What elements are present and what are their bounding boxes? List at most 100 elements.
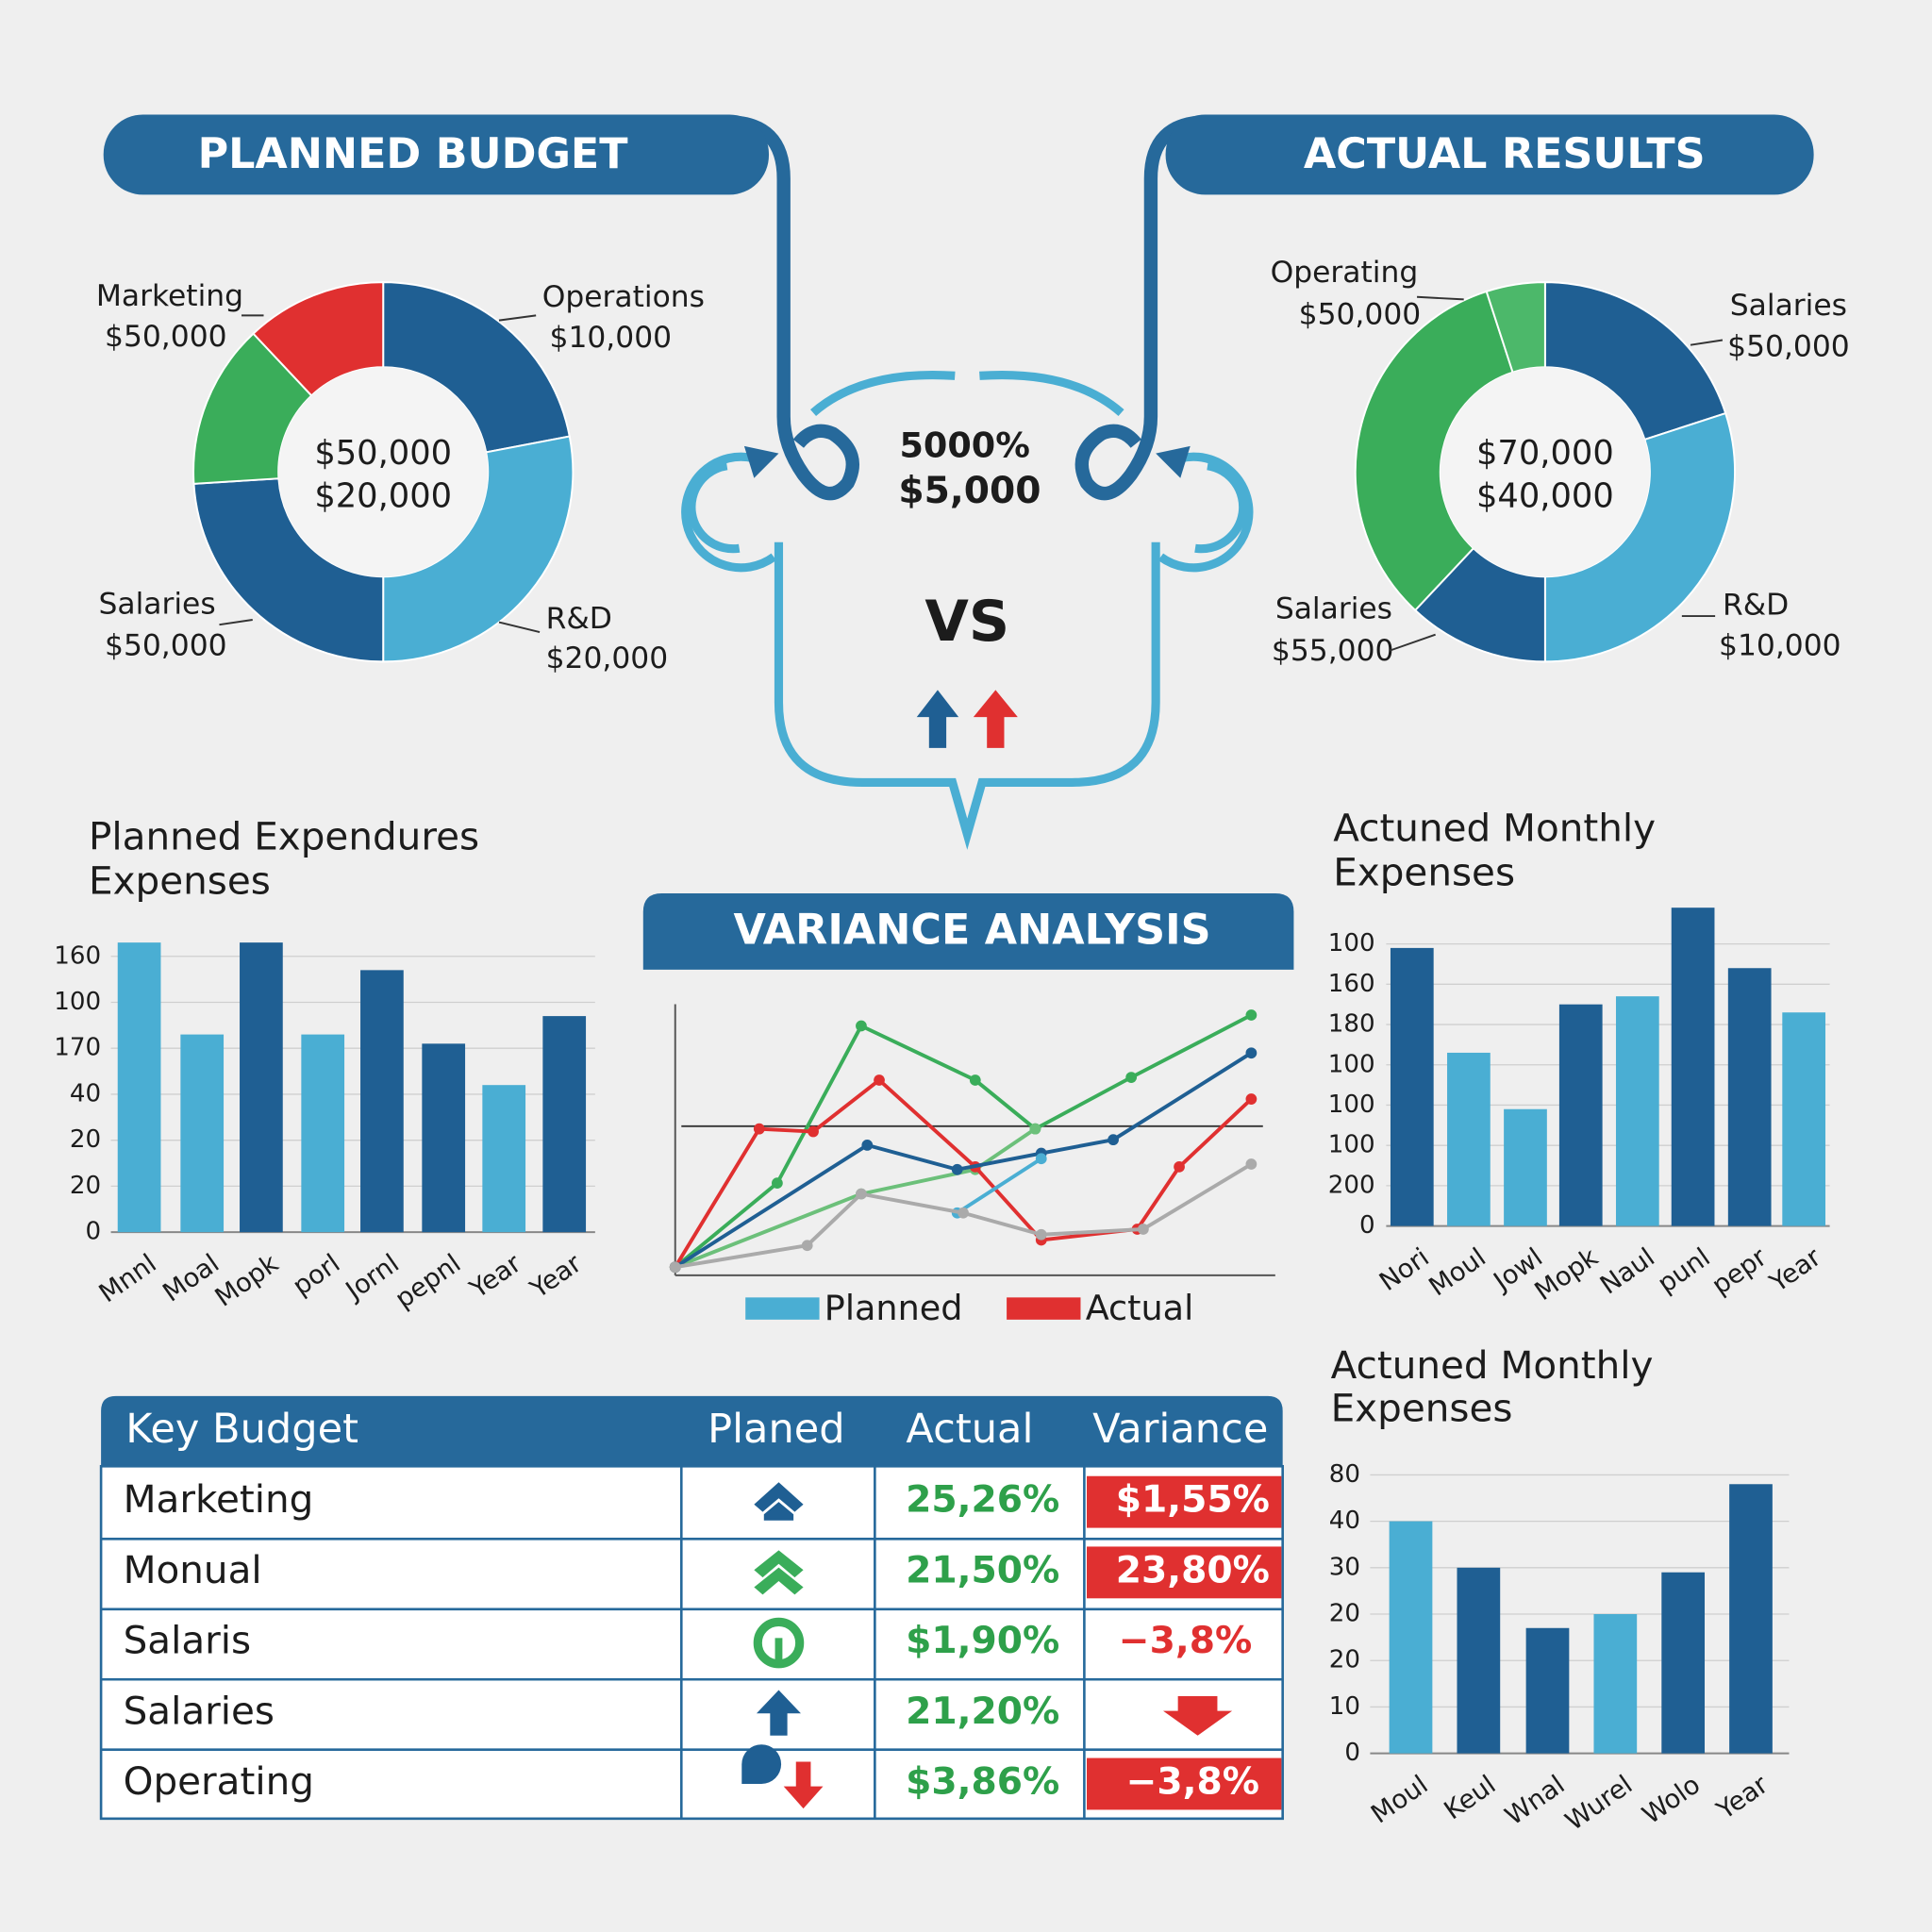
row-name: Monual (124, 1547, 262, 1592)
series-line (675, 1127, 1037, 1270)
leader-line (1690, 339, 1724, 346)
bar (1661, 1572, 1706, 1754)
arrow-icon (756, 1690, 801, 1736)
variance-highlight (1087, 1757, 1282, 1810)
series-marker (1245, 1093, 1257, 1105)
up-arrow (916, 690, 959, 748)
center-label: $50,000 (314, 434, 452, 473)
callout-label: Marketing (96, 279, 243, 313)
bar (1782, 1012, 1826, 1226)
chart-title: Planned Expendures (89, 813, 479, 858)
bar (1729, 1484, 1773, 1754)
y-tick-label: 20 (70, 1125, 101, 1154)
series-marker (1174, 1161, 1185, 1173)
variance-highlight (1087, 1475, 1282, 1528)
legend-swatch (1007, 1297, 1081, 1320)
variance-highlight (1087, 1546, 1282, 1599)
center-label: $70,000 (1476, 434, 1614, 473)
series-marker (808, 1125, 819, 1138)
bar (422, 1043, 466, 1233)
legend-label: Planned (824, 1288, 963, 1328)
leader-line (498, 621, 541, 633)
series-marker (772, 1177, 783, 1190)
callout-amount: $20,000 (546, 641, 669, 675)
y-tick-label: 160 (54, 941, 101, 970)
donut-hole (1440, 367, 1650, 577)
center-label: $20,000 (314, 477, 452, 516)
legend-label: Actual (1086, 1288, 1194, 1328)
series-marker (1108, 1134, 1119, 1146)
variance-arrow (1162, 1696, 1233, 1736)
callout-amount: $50,000 (1727, 329, 1850, 363)
series-marker (1125, 1072, 1138, 1083)
callout-label: Salaries (1275, 592, 1392, 626)
chart-title: Expenses (1331, 1386, 1513, 1431)
bar (1727, 968, 1772, 1226)
table-header (101, 1395, 1283, 1467)
row-name: Salaries (124, 1688, 275, 1733)
callout-label: R&D (546, 602, 612, 636)
bar (1558, 1004, 1603, 1226)
series-marker (1029, 1123, 1041, 1135)
bar (542, 1016, 587, 1233)
actual-title: ACTUAL RESULTS (1304, 130, 1706, 178)
y-tick-label: 20 (1329, 1600, 1360, 1628)
planned-connector (726, 115, 859, 501)
series-marker (1035, 1153, 1047, 1165)
series-marker (1245, 1009, 1257, 1021)
variance-value: $1,55% (1116, 1479, 1270, 1522)
y-tick-label: 180 (1328, 1010, 1375, 1039)
bar (1447, 1052, 1491, 1226)
table-body (99, 1464, 1284, 1821)
planned-icon (753, 1617, 805, 1669)
donut-hole (278, 367, 489, 577)
y-tick-label: 20 (1329, 1646, 1360, 1674)
y-tick-label: 100 (1328, 929, 1375, 958)
bar (1615, 996, 1659, 1226)
bar (482, 1085, 526, 1233)
comparison-amount: $5,000 (898, 470, 1041, 512)
comparison-percent: 5000% (899, 425, 1029, 466)
series-marker (1245, 1047, 1257, 1059)
table-lines (101, 1466, 1283, 1819)
y-tick-label: 10 (1329, 1692, 1360, 1721)
bar (301, 1034, 345, 1233)
comparison-frame (681, 371, 1254, 850)
variance-title: VARIANCE ANALYSIS (733, 907, 1210, 955)
callout-amount: $50,000 (105, 320, 227, 354)
bar (1525, 1627, 1570, 1754)
series-marker (753, 1123, 765, 1135)
series-marker (1138, 1224, 1149, 1235)
y-tick-label: 170 (54, 1034, 101, 1062)
y-tick-label: 100 (1328, 1050, 1375, 1078)
series-marker (856, 1020, 867, 1032)
series-marker (1035, 1228, 1047, 1241)
series-marker (951, 1163, 963, 1175)
actual-value: $1,90% (906, 1620, 1059, 1662)
callout-amount: $50,000 (1299, 297, 1422, 331)
y-tick-label: 0 (85, 1218, 101, 1246)
bar (1389, 1521, 1433, 1754)
vs-label: VS (924, 589, 1009, 655)
planned-title: PLANNED BUDGET (198, 130, 629, 178)
bar (1390, 947, 1434, 1226)
chart-title: Actuned Monthly (1333, 805, 1656, 850)
y-tick-label: 0 (1359, 1211, 1375, 1240)
pie-icon (741, 1744, 782, 1785)
y-tick-label: 100 (54, 988, 101, 1016)
y-tick-label: 100 (1328, 1131, 1375, 1159)
bar (1671, 908, 1715, 1226)
y-tick-label: 80 (1329, 1460, 1360, 1489)
column-header: Planed (708, 1406, 845, 1453)
y-tick-label: 0 (1344, 1739, 1360, 1767)
gauge-needle (774, 1638, 783, 1663)
callout-amount: $10,000 (1719, 629, 1841, 663)
series-marker (1245, 1158, 1257, 1170)
bar (1504, 1108, 1547, 1226)
center-label: $40,000 (1476, 477, 1614, 516)
gauge-icon (753, 1617, 805, 1669)
arrow-head (743, 445, 779, 478)
variance-value: −3,8% (1119, 1620, 1252, 1662)
legend-swatch (745, 1297, 820, 1320)
